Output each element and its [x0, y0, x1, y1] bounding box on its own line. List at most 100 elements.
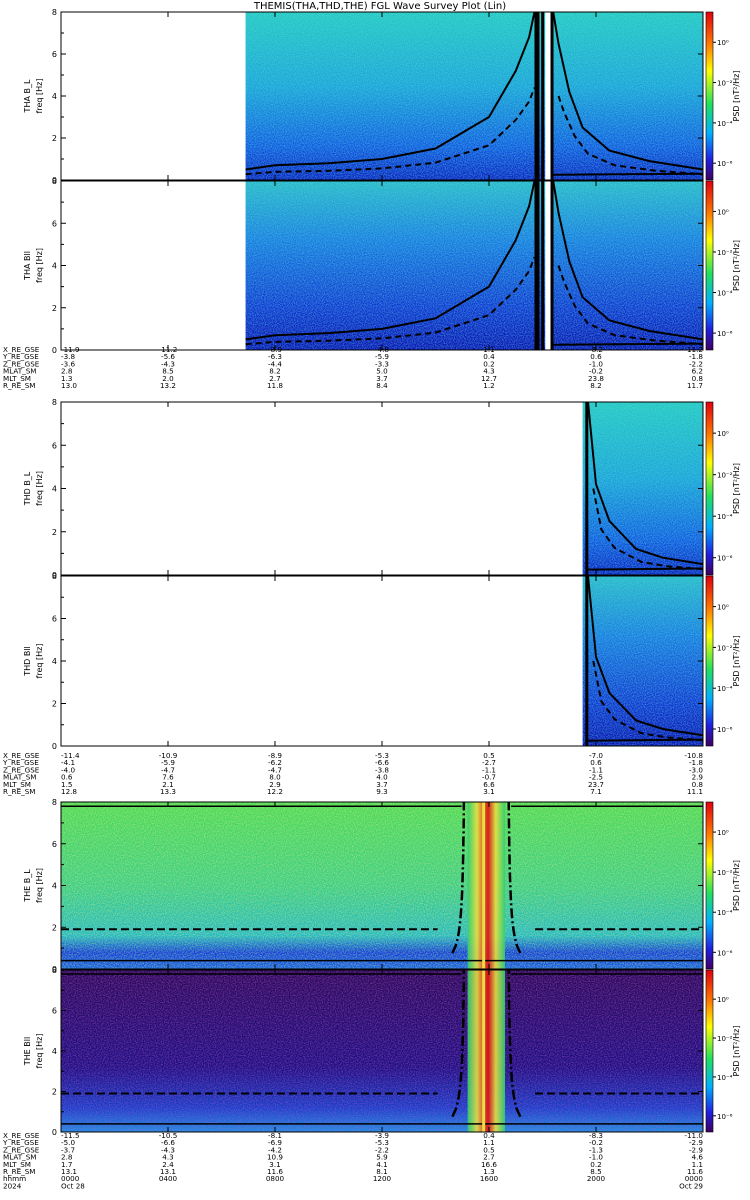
y-tick-label: 0 [52, 965, 57, 974]
ephemeris-value: -10.5 [159, 1131, 178, 1140]
y-tick-label: 0 [52, 176, 57, 185]
ephemeris-value: -5.3 [375, 1138, 389, 1147]
y-tick-label: 4 [52, 657, 57, 666]
ephemeris-row-label: Y_RE_GSE [2, 758, 39, 767]
spectrogram-panel: 0 2 4 6 8 THA Bll freq [Hz] 10⁰ 10⁻² 10⁻⁴ 10⁻⁶ PSD … [23, 177, 741, 355]
f-cutoff-curve [552, 181, 703, 341]
y-axis-unit-label: freq [Hz] [35, 248, 44, 283]
y-tick-label: 8 [52, 572, 57, 581]
spectrogram-panel: 0 2 4 6 8 THA B_L freq [Hz] 10⁰ 10⁻² 10⁻⁴ 10⁻⁶ PSD … [23, 8, 741, 185]
colorbar-tick-label: 10⁻² [717, 80, 733, 88]
colorbar-tick-label: 10⁻⁴ [717, 909, 733, 917]
ephemeris-value: -5.9 [375, 352, 389, 361]
ephemeris-value: -1.3 [589, 1145, 603, 1154]
spectrogram-panel: 0 2 4 6 8 THE B_L freq [Hz] 10⁰ 10⁻² 10⁻⁴ 10⁻⁶ PSD … [23, 798, 741, 974]
ephemeris-row-label: MLT_SM [3, 1160, 31, 1169]
ephemeris-value: -4.0 [61, 765, 75, 774]
colorbar-tick-label: 10⁻⁶ [717, 949, 733, 957]
ephemeris-value: -2.7 [482, 758, 496, 767]
ephemeris-value: 6.2 [692, 367, 703, 376]
ephemeris-table: X_RE_GSEY_RE_GSEZ_RE_GSEMLAT_SMMLT_SMR_R… [2, 345, 703, 390]
ephemeris-value: 0.2 [483, 359, 494, 368]
spectrogram-panel: 0 2 4 6 8 THE Bll freq [Hz] 10⁰ 10⁻² 10⁻⁴ 10⁻⁶ PSD … [23, 966, 741, 1137]
ephemeris-value: -5.3 [375, 751, 389, 760]
ephemeris-value: -5.6 [161, 352, 175, 361]
f-low-line [553, 172, 703, 176]
y-axis-probe-label: THD Bll [23, 646, 32, 677]
ephemeris-value: -3.0 [689, 765, 703, 774]
ephemeris-value: -11.2 [684, 345, 703, 354]
colorbar [705, 969, 714, 1133]
y-tick-label: 2 [52, 304, 57, 313]
ephemeris-value: -3.9 [375, 1131, 389, 1140]
y-tick-label: 8 [52, 177, 57, 186]
colorbar-label: PSD [nT²/Hz] [732, 71, 741, 122]
y-axis-unit-label: freq [Hz] [35, 471, 44, 506]
ephemeris-value: 1200 [373, 1174, 392, 1183]
colorbar [705, 11, 714, 181]
colorbar-tick-label: 10⁰ [717, 604, 729, 612]
y-tick-label: 8 [52, 398, 57, 407]
ephemeris-value: 0.6 [61, 773, 73, 782]
colorbar [705, 401, 714, 576]
ephemeris-value: -8.1 [268, 1131, 282, 1140]
ephemeris-value: -1.1 [482, 765, 496, 774]
y-axis-probe-label: THE B_L [23, 869, 32, 903]
colorbar [705, 801, 714, 970]
colorbar-tick-label: 10⁻⁴ [717, 685, 733, 693]
ephemeris-row-label: Z_RE_GSE [3, 1145, 40, 1154]
ephemeris-value: 5.0 [376, 367, 388, 376]
ephemeris-row-label: Z_RE_GSE [3, 765, 40, 774]
ephemeris-value: -6.2 [268, 758, 282, 767]
f-cutoff-curve [587, 576, 703, 737]
y-axis-unit-label: freq [Hz] [35, 644, 44, 679]
colorbar-tick-label: 10⁻⁴ [717, 290, 733, 298]
panel-plot-area [61, 970, 703, 1132]
ephemeris-value: -11.0 [684, 1131, 703, 1140]
hot-band [467, 970, 506, 1132]
ephemeris-value: 12.7 [481, 374, 497, 383]
gap-bar [585, 576, 589, 746]
spectrogram-noise [550, 12, 703, 180]
ephemeris-value: 4.1 [376, 1160, 387, 1169]
ephemeris-value: 0.2 [590, 1160, 601, 1169]
ephemeris-value: 11.6 [267, 1167, 283, 1176]
y-tick-label: 4 [52, 262, 57, 271]
ephemeris-value: 4.3 [483, 367, 494, 376]
spectrogram-noise [582, 402, 703, 575]
y-tick-label: 0 [52, 571, 57, 580]
y-tick-label: 8 [52, 8, 57, 17]
ephemeris-value: 8.4 [376, 381, 388, 390]
ephemeris-value: -2.5 [589, 773, 603, 782]
ephemeris-value: -11.9 [61, 345, 80, 354]
ephemeris-value: -10.8 [684, 751, 703, 760]
colorbar-tick-label: 10⁻² [717, 249, 733, 257]
ephemeris-value: 0.6 [590, 352, 602, 361]
ephemeris-value: 8.0 [269, 773, 281, 782]
ephemeris-value: 1.1 [483, 345, 494, 354]
y-tick-label: 2 [52, 134, 57, 143]
band-edge-curve [451, 970, 466, 1118]
ephemeris-value: 1.3 [483, 1167, 494, 1176]
ephemeris-value: 0.4 [483, 1131, 495, 1140]
colorbar-tick-label: 10⁻⁴ [717, 1074, 733, 1082]
ephemeris-value: 0000 [685, 1174, 704, 1183]
plot-title: THEMIS(THA,THD,THE) FGL Wave Survey Plot… [253, 1, 506, 12]
ephemeris-value: 0.8 [692, 780, 704, 789]
spectrogram-noise [61, 802, 703, 969]
f-low-line [587, 738, 703, 742]
band-edge-curve [507, 970, 522, 1118]
colorbar-tick-label: 10⁻² [717, 869, 733, 877]
ephemeris-value: -3.8 [61, 352, 75, 361]
ephemeris-row-label: R_RE_SM [3, 1167, 35, 1176]
panel-plot-area [582, 402, 703, 575]
colorbar-tick-label: 10⁻⁴ [717, 513, 733, 521]
f-cutoff-curve [587, 402, 703, 566]
ephemeris-value: -10.9 [159, 751, 178, 760]
ephemeris-row-label: X_RE_GSE [3, 345, 40, 354]
ephemeris-value: -6.6 [161, 1138, 175, 1147]
ephemeris-value: 0000 [61, 1174, 80, 1183]
y-axis-probe-label: THA Bll [23, 251, 32, 281]
ephemeris-value: -4.7 [268, 765, 282, 774]
colorbar-tick-label: 10⁰ [717, 996, 729, 1004]
